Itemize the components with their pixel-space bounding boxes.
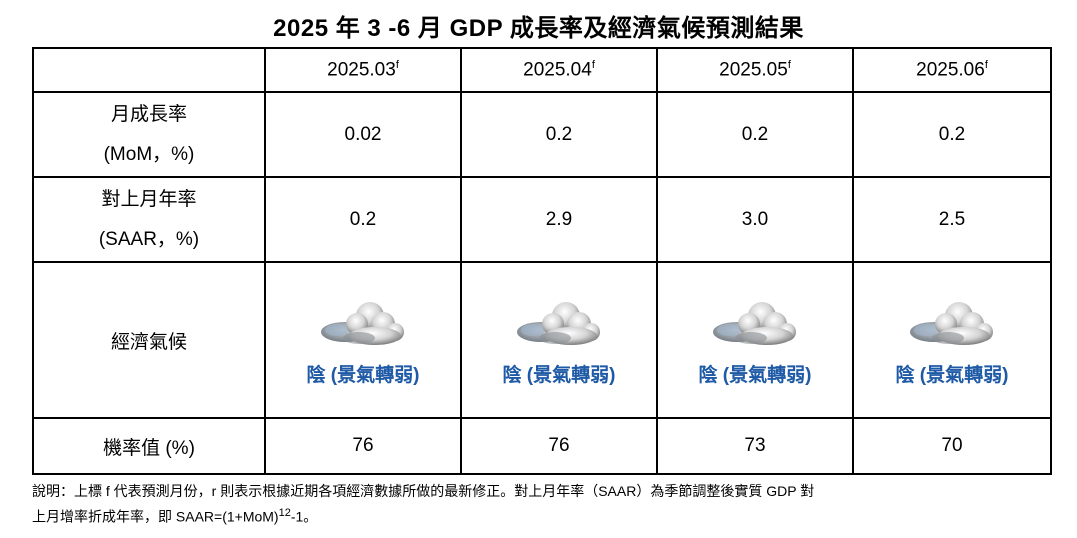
saar-row: 對上月年率 (SAAR，%) 0.2 2.9 3.0 2.5 xyxy=(32,176,1052,263)
cloud-icon xyxy=(910,301,993,345)
prob-value-4: 70 xyxy=(852,417,1052,475)
saar-value-4: 2.5 xyxy=(852,176,1052,263)
saar-value-2: 2.9 xyxy=(460,176,658,263)
climate-cell-2: 陰 (景氣轉弱) xyxy=(460,261,658,419)
mom-value-1: 0.02 xyxy=(264,91,462,178)
header-col-4: 2025.06f xyxy=(852,47,1052,93)
header-row: 2025.03f 2025.04f 2025.05f 2025.06f xyxy=(32,47,1052,93)
climate-cell-1: 陰 (景氣轉弱) xyxy=(264,261,462,419)
climate-text-3: 陰 (景氣轉弱) xyxy=(698,364,812,386)
mom-value-4: 0.2 xyxy=(852,91,1052,178)
header-col-2: 2025.04f xyxy=(460,47,658,93)
climate-cell-3: 陰 (景氣轉弱) xyxy=(656,261,854,419)
cloud-icon xyxy=(321,301,404,345)
footnote-line-2: 上月增率折成年率，即 SAAR=(1+MoM)12-1。 xyxy=(32,507,318,525)
mom-row: 月成長率 (MoM，%) 0.02 0.2 0.2 0.2 xyxy=(32,91,1052,178)
climate-text-2: 陰 (景氣轉弱) xyxy=(502,364,616,386)
header-col-1: 2025.03f xyxy=(264,47,462,93)
climate-label: 經濟氣候 xyxy=(32,261,266,419)
saar-value-3: 3.0 xyxy=(656,176,854,263)
cloud-icon xyxy=(517,301,600,345)
saar-label: 對上月年率 (SAAR，%) xyxy=(32,176,266,263)
footnote-line-1: 說明：上標 f 代表預測月份，r 則表示根據近期各項經濟數據所做的最新修正。對上… xyxy=(32,483,815,499)
climate-text-4: 陰 (景氣轉弱) xyxy=(895,364,1009,386)
footnote: 說明：上標 f 代表預測月份，r 則表示根據近期各項經濟數據所做的最新修正。對上… xyxy=(32,480,1050,528)
prob-value-3: 73 xyxy=(656,417,854,475)
prob-value-2: 76 xyxy=(460,417,658,475)
climate-text-1: 陰 (景氣轉弱) xyxy=(306,364,420,386)
prob-label: 機率值 (%) xyxy=(32,417,266,475)
climate-row: 經濟氣候 陰 (景氣轉弱) 陰 (景氣轉弱) 陰 (景氣轉弱) 陰 (景氣轉弱) xyxy=(32,261,1052,419)
forecast-table: 2025.03f 2025.04f 2025.05f 2025.06f 月成長率… xyxy=(32,47,1052,475)
saar-value-1: 0.2 xyxy=(264,176,462,263)
prob-row: 機率值 (%) 76 76 73 70 xyxy=(32,417,1052,475)
climate-cell-4: 陰 (景氣轉弱) xyxy=(852,261,1052,419)
prob-value-1: 76 xyxy=(264,417,462,475)
header-empty-cell xyxy=(32,47,266,93)
mom-value-3: 0.2 xyxy=(656,91,854,178)
mom-value-2: 0.2 xyxy=(460,91,658,178)
cloud-icon xyxy=(713,301,796,345)
header-col-3: 2025.05f xyxy=(656,47,854,93)
page-title: 2025 年 3 -6 月 GDP 成長率及經濟氣候預測結果 xyxy=(273,15,804,42)
mom-label: 月成長率 (MoM，%) xyxy=(32,91,266,178)
